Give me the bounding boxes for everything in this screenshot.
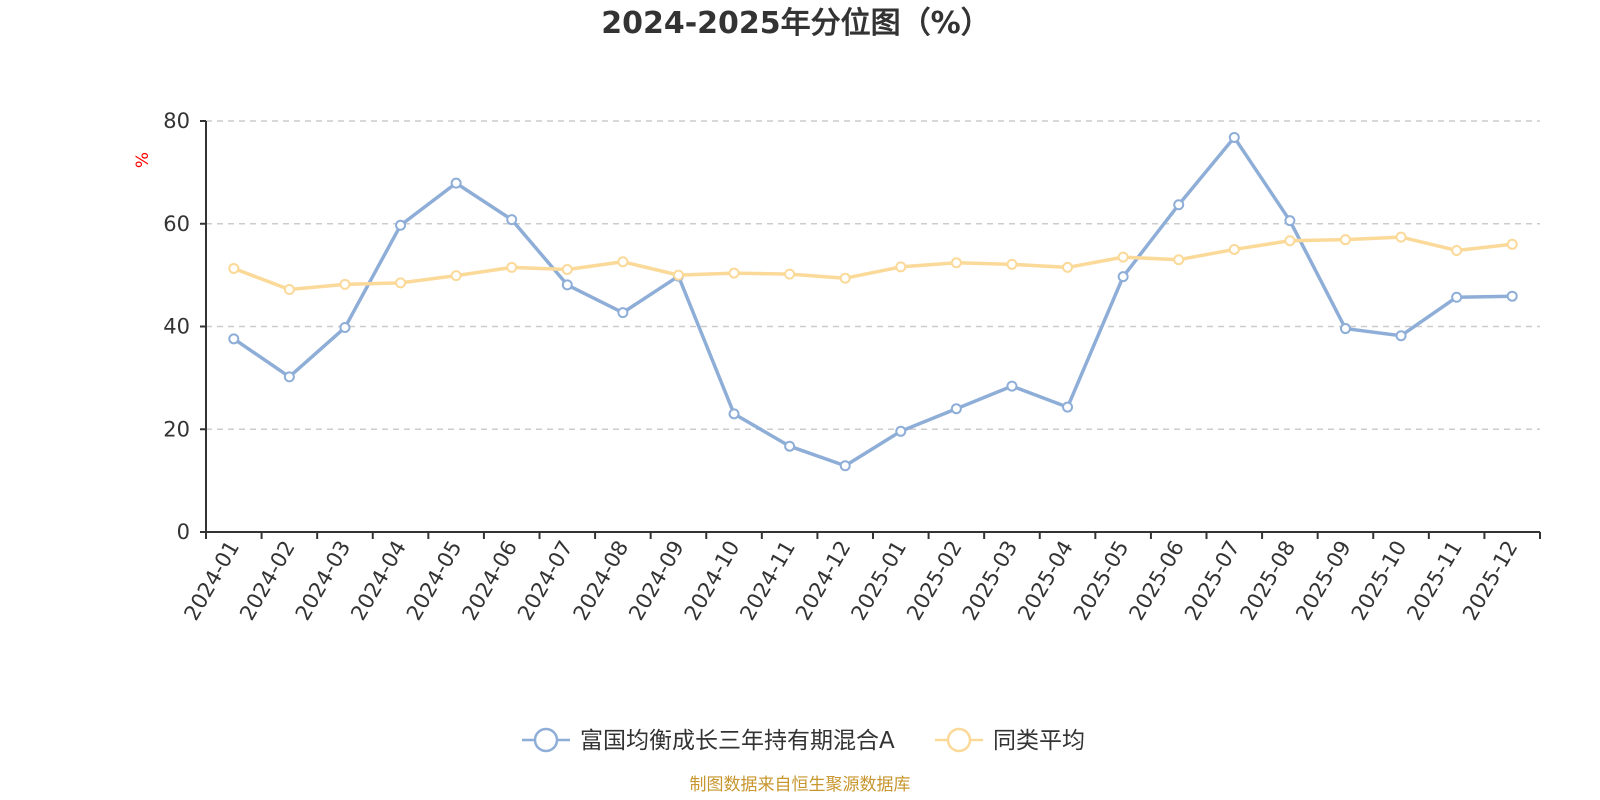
data-point[interactable] xyxy=(1284,215,1296,227)
data-point[interactable] xyxy=(395,219,407,231)
data-point[interactable] xyxy=(728,267,740,279)
legend-label: 同类平均 xyxy=(993,728,1085,754)
data-point[interactable] xyxy=(1228,243,1240,255)
data-point[interactable] xyxy=(395,277,407,289)
x-tick-label: 2024-12 xyxy=(791,537,856,625)
y-tick-label: 60 xyxy=(163,212,190,236)
data-point[interactable] xyxy=(450,177,462,189)
data-point[interactable] xyxy=(1062,261,1074,273)
series-line xyxy=(232,135,1513,468)
data-point[interactable] xyxy=(895,425,907,437)
x-tick-label: 2025-02 xyxy=(902,537,967,625)
data-point[interactable] xyxy=(1339,323,1351,335)
x-tick-label: 2024-06 xyxy=(457,537,522,625)
source-note: 制图数据来自恒生聚源数据库 xyxy=(690,775,911,795)
data-point[interactable] xyxy=(839,460,851,472)
legend: 富国均衡成长三年持有期混合A 同类平均 xyxy=(522,727,1085,754)
series-0 xyxy=(228,131,1518,472)
legend-circle-marker xyxy=(533,727,559,753)
series-group xyxy=(228,131,1518,472)
data-point[interactable] xyxy=(839,272,851,284)
x-tick-label: 2024-04 xyxy=(346,537,411,625)
y-tick-label: 40 xyxy=(163,315,190,339)
data-point[interactable] xyxy=(1117,271,1129,283)
chart-title: 2024-2025年分位图（%） xyxy=(601,6,991,41)
data-point[interactable] xyxy=(1395,330,1407,342)
x-tick-label: 2025-03 xyxy=(958,536,1023,624)
series-line xyxy=(233,235,1513,292)
x-tick-label: 2025-08 xyxy=(1236,537,1301,625)
series-1 xyxy=(228,231,1518,296)
data-point[interactable] xyxy=(283,371,295,383)
data-point[interactable] xyxy=(1173,199,1185,211)
data-point[interactable] xyxy=(1506,290,1518,302)
data-point[interactable] xyxy=(561,279,573,291)
x-tick-label: 2025-05 xyxy=(1069,537,1134,625)
data-point[interactable] xyxy=(950,257,962,269)
x-tick-label: 2024-10 xyxy=(680,537,745,625)
x-tick-label: 2024-03 xyxy=(291,537,356,625)
data-point[interactable] xyxy=(339,278,351,290)
x-tick-label: 2024-09 xyxy=(624,537,689,625)
data-point[interactable] xyxy=(506,261,518,273)
data-point[interactable] xyxy=(228,262,240,274)
data-point[interactable] xyxy=(728,408,740,420)
x-tick-label: 2025-04 xyxy=(1013,537,1078,625)
data-point[interactable] xyxy=(339,322,351,334)
data-point[interactable] xyxy=(672,269,684,281)
y-tick-label: 0 xyxy=(177,520,190,544)
data-point[interactable] xyxy=(1006,380,1018,392)
data-point[interactable] xyxy=(228,333,240,345)
data-point[interactable] xyxy=(895,261,907,273)
legend-item[interactable]: 富国均衡成长三年持有期混合A xyxy=(522,727,895,754)
data-point[interactable] xyxy=(561,263,573,275)
legend-label: 富国均衡成长三年持有期混合A xyxy=(580,728,895,754)
data-point[interactable] xyxy=(506,214,518,226)
x-tick-label: 2025-11 xyxy=(1402,537,1467,625)
data-point[interactable] xyxy=(1339,234,1351,246)
legend-circle-marker xyxy=(946,727,972,753)
x-tick-label: 2025-07 xyxy=(1180,537,1245,625)
x-tick-label: 2024-07 xyxy=(513,537,578,625)
data-point[interactable] xyxy=(784,268,796,280)
data-point[interactable] xyxy=(1062,401,1074,413)
data-point[interactable] xyxy=(1006,258,1018,270)
y-tick-label: 80 xyxy=(163,109,190,133)
data-point[interactable] xyxy=(450,270,462,282)
x-tick-label: 2025-09 xyxy=(1291,537,1356,625)
x-tick-label: 2024-11 xyxy=(735,537,800,625)
x-tick-label: 2024-02 xyxy=(235,537,300,625)
data-point[interactable] xyxy=(1284,235,1296,247)
y-axis-label: % xyxy=(133,152,153,168)
x-tick-label: 2025-12 xyxy=(1458,537,1523,625)
data-point[interactable] xyxy=(1506,238,1518,250)
x-tick-label: 2025-01 xyxy=(846,537,911,625)
y-axis-ticks: 0 20 40 60 80 xyxy=(163,109,206,544)
data-point[interactable] xyxy=(784,440,796,452)
data-point[interactable] xyxy=(617,307,629,319)
data-point[interactable] xyxy=(1228,131,1240,143)
x-tick-label: 2025-10 xyxy=(1347,537,1412,625)
legend-item[interactable]: 同类平均 xyxy=(935,727,1085,754)
data-point[interactable] xyxy=(1117,251,1129,263)
data-point[interactable] xyxy=(1451,291,1463,303)
data-point[interactable] xyxy=(617,256,629,268)
x-tick-label: 2024-05 xyxy=(402,537,467,625)
x-axis-ticks: 2024-012024-022024-032024-042024-052024-… xyxy=(179,532,1541,625)
data-point[interactable] xyxy=(950,403,962,415)
gridlines xyxy=(206,120,1540,430)
data-point[interactable] xyxy=(1395,231,1407,243)
data-point[interactable] xyxy=(283,284,295,296)
data-point[interactable] xyxy=(1173,254,1185,266)
data-point[interactable] xyxy=(1451,244,1463,256)
x-tick-label: 2025-06 xyxy=(1124,537,1189,625)
x-tick-label: 2024-01 xyxy=(179,537,244,625)
x-tick-label: 2024-08 xyxy=(569,537,634,625)
y-tick-label: 20 xyxy=(163,417,190,441)
